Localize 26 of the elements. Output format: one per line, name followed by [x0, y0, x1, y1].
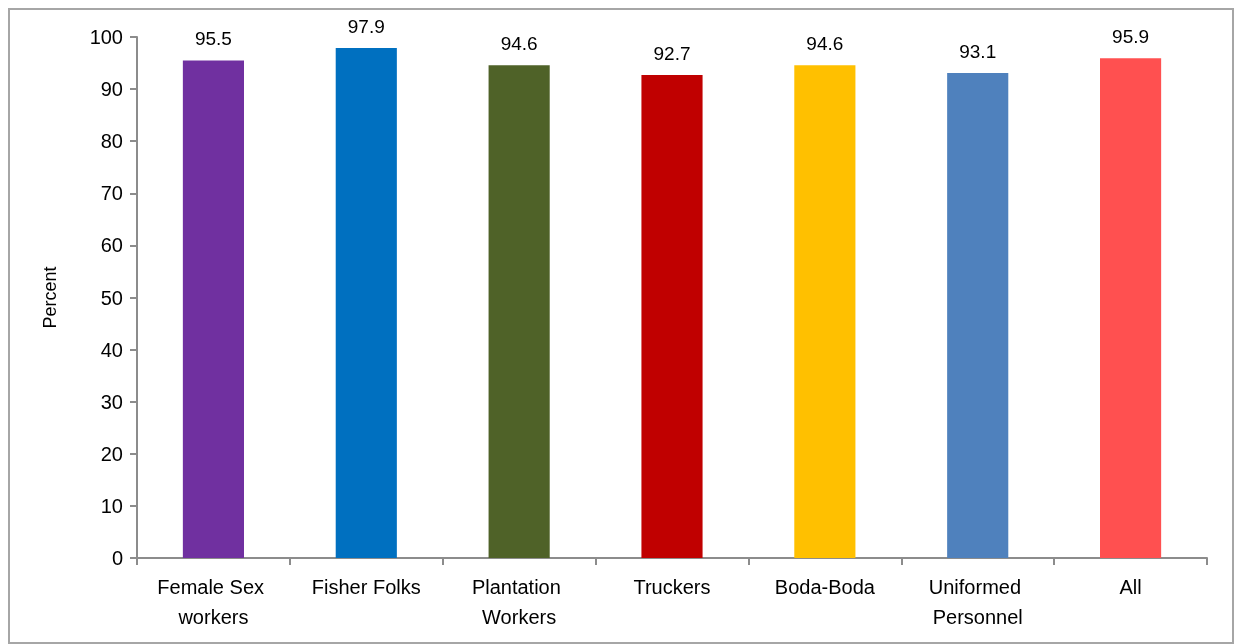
- data-label: 92.7: [653, 43, 691, 65]
- x-tick-label: Boda-Boda: [774, 576, 876, 598]
- y-tick-label: 90: [100, 78, 123, 101]
- data-label: 94.6: [806, 33, 844, 55]
- x-tick-label: All: [1119, 576, 1142, 598]
- data-label: 95.5: [194, 28, 232, 50]
- y-tick-label: 70: [100, 182, 123, 205]
- x-tick-label: Female Sex workers: [157, 576, 270, 628]
- x-tick-label: Fisher Folks: [311, 576, 421, 598]
- data-label: 94.6: [500, 33, 538, 55]
- y-tick-label: 10: [100, 494, 123, 517]
- y-tick-label: 100: [89, 26, 123, 48]
- y-tick-label: 20: [100, 442, 123, 465]
- data-label: 95.9: [1112, 26, 1150, 48]
- x-tick-label: Truckers: [633, 576, 711, 598]
- x-tick-label: Uniformed Personnel: [928, 576, 1027, 628]
- y-tick-label: 40: [100, 338, 123, 361]
- y-tick-label: 80: [100, 130, 123, 153]
- data-label: 93.1: [959, 40, 997, 62]
- y-axis-title: Percent: [40, 266, 60, 329]
- y-tick-label: 30: [100, 390, 123, 413]
- x-tick-label: Plantation Workers: [471, 576, 567, 628]
- y-tick-label: 50: [100, 286, 123, 309]
- y-tick-label: 0: [111, 547, 123, 569]
- y-tick-label: 60: [100, 234, 123, 257]
- data-label: 97.9: [347, 15, 385, 37]
